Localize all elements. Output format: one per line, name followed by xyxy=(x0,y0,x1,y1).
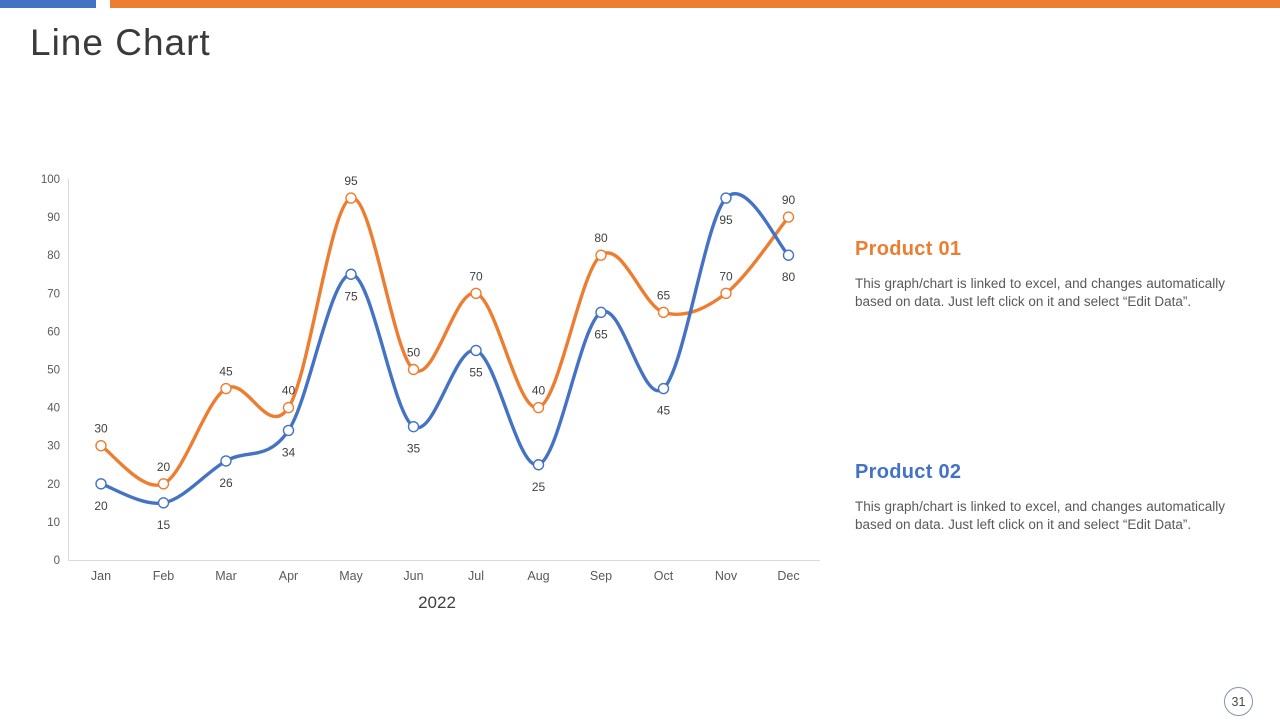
product02-title: Product 02 xyxy=(855,461,962,483)
data-point-marker-product-01[interactable] xyxy=(720,287,732,300)
top-accent-bar-blue xyxy=(0,0,96,8)
data-point-marker-product-01[interactable] xyxy=(782,211,795,223)
y-tick-label: 10 xyxy=(47,517,60,529)
x-tick-label: Sep xyxy=(590,569,612,583)
data-label-product-01: 65 xyxy=(657,288,671,302)
data-point-marker-product-02[interactable] xyxy=(220,455,232,467)
data-label-product-01: 40 xyxy=(532,384,546,398)
x-tick-label: Apr xyxy=(279,569,298,583)
product02-note: Product 02 This graph/chart is linked to… xyxy=(855,461,1225,535)
data-point-marker-product-02[interactable] xyxy=(720,192,732,204)
data-label-product-02: 26 xyxy=(219,476,233,490)
data-point-marker-product-01[interactable] xyxy=(470,287,482,300)
y-tick-label: 100 xyxy=(41,174,60,186)
data-point-marker-product-01[interactable] xyxy=(595,249,607,261)
data-point-marker-product-02[interactable] xyxy=(157,497,170,509)
y-tick-label: 50 xyxy=(47,365,60,377)
x-tick-label: Jun xyxy=(403,569,423,583)
data-label-product-01: 30 xyxy=(94,422,108,436)
x-tick-label: Oct xyxy=(654,569,674,583)
y-tick-label: 60 xyxy=(47,326,60,338)
y-tick-label: 30 xyxy=(47,441,60,453)
x-tick-label: Feb xyxy=(153,569,175,583)
data-label-product-01: 95 xyxy=(344,174,358,188)
data-label-product-01: 80 xyxy=(594,231,608,245)
x-axis-title: 2022 xyxy=(418,593,456,612)
data-label-product-02: 34 xyxy=(282,445,296,459)
data-point-marker-product-02[interactable] xyxy=(595,306,607,319)
series-line-product-02[interactable] xyxy=(99,192,791,506)
data-point-marker-product-02[interactable] xyxy=(532,459,545,471)
data-label-product-02: 25 xyxy=(532,480,546,494)
x-tick-label: May xyxy=(339,569,363,583)
data-label-product-02: 65 xyxy=(594,327,608,341)
y-tick-label: 40 xyxy=(47,403,60,415)
data-label-product-02: 75 xyxy=(344,289,358,303)
data-point-marker-product-02[interactable] xyxy=(470,344,482,357)
data-label-product-01: 20 xyxy=(157,460,171,474)
x-tick-label: Nov xyxy=(715,569,738,583)
y-tick-label: 0 xyxy=(54,555,60,567)
data-label-product-01: 70 xyxy=(469,269,483,283)
data-point-marker-product-02[interactable] xyxy=(282,424,295,437)
y-tick-label: 80 xyxy=(47,250,60,262)
data-label-product-02: 35 xyxy=(407,442,421,456)
x-tick-label: Aug xyxy=(527,569,549,583)
data-point-marker-product-02[interactable] xyxy=(407,420,420,433)
series-line-product-01[interactable] xyxy=(99,196,791,487)
data-label-product-01: 90 xyxy=(782,193,796,207)
slide-title: Line Chart xyxy=(30,22,211,63)
data-point-marker-product-01[interactable] xyxy=(532,401,545,414)
data-point-marker-product-02[interactable] xyxy=(95,478,107,490)
y-tick-label: 70 xyxy=(47,288,60,300)
product01-note: Product 01 This graph/chart is linked to… xyxy=(855,238,1225,312)
data-label-product-02: 45 xyxy=(657,404,671,418)
data-label-product-02: 55 xyxy=(469,365,483,379)
data-point-marker-product-01[interactable] xyxy=(657,306,670,319)
product02-body: This graph/chart is linked to excel, and… xyxy=(855,499,1225,533)
data-point-marker-product-02[interactable] xyxy=(657,382,670,395)
x-tick-label: Jul xyxy=(468,569,484,583)
top-accent-bar-orange xyxy=(110,0,1280,8)
x-tick-label: Dec xyxy=(777,569,799,583)
line-chart[interactable]: 0 10 20 30 40 50 60 70 80 90 100 Jan Feb Mar Apr May Jun… xyxy=(30,170,830,620)
data-label-product-01: 70 xyxy=(719,269,733,283)
data-label-product-01: 50 xyxy=(407,346,421,360)
product01-body: This graph/chart is linked to excel, and… xyxy=(855,276,1225,310)
x-tick-label: Jan xyxy=(91,569,111,583)
data-label-product-02: 95 xyxy=(719,213,733,227)
data-label-product-02: 80 xyxy=(782,270,796,284)
line-chart-svg[interactable]: 0 10 20 30 40 50 60 70 80 90 100 Jan Feb Mar Apr May Jun… xyxy=(30,170,830,620)
page-number-badge: 31 xyxy=(1224,687,1253,716)
x-tick-label: Mar xyxy=(215,569,237,583)
data-point-marker-product-01[interactable] xyxy=(157,478,170,490)
data-point-marker-product-02[interactable] xyxy=(782,249,795,261)
page-number: 31 xyxy=(1231,694,1246,709)
data-point-marker-product-01[interactable] xyxy=(407,363,420,376)
data-label-product-01: 40 xyxy=(282,384,296,398)
data-point-marker-product-01[interactable] xyxy=(220,382,232,395)
data-point-marker-product-01[interactable] xyxy=(345,192,357,204)
y-tick-label: 20 xyxy=(47,479,60,491)
product01-title: Product 01 xyxy=(855,238,962,260)
data-label-product-01: 45 xyxy=(219,365,233,379)
y-tick-label: 90 xyxy=(47,212,60,224)
data-label-product-02: 20 xyxy=(94,499,108,513)
data-point-marker-product-01[interactable] xyxy=(282,401,295,414)
data-label-product-02: 15 xyxy=(157,518,171,532)
data-point-marker-product-01[interactable] xyxy=(95,440,107,452)
data-point-marker-product-02[interactable] xyxy=(345,268,357,280)
